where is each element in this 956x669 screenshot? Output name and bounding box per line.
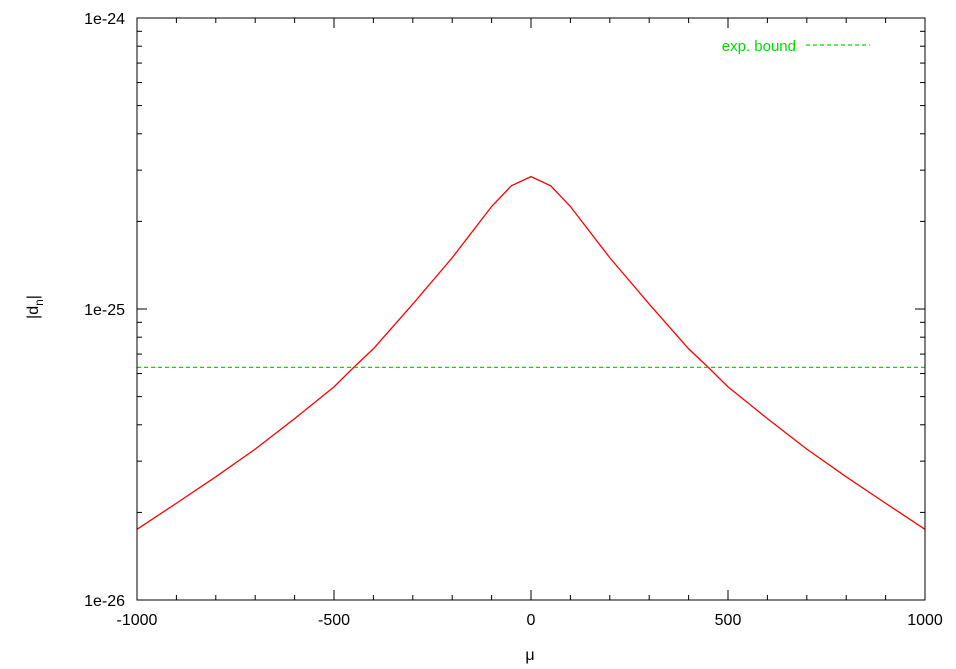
series-line-dn: [136, 175, 926, 530]
legend-label-exp-bound: exp. bound: [722, 38, 796, 55]
x-tick-label: -1000: [117, 612, 158, 629]
x-tick-label: 0: [527, 612, 536, 629]
y-tick-label: 1e-26: [84, 593, 125, 610]
x-tick-label: 1000: [907, 612, 943, 629]
x-axis-title: μ: [525, 647, 534, 664]
x-tick-label: -500: [318, 612, 350, 629]
y-axis-title-end: |: [25, 295, 42, 299]
y-axis-title: |dn|: [25, 295, 46, 319]
x-tick-label: 500: [715, 612, 742, 629]
axis-ticks: [136, 17, 926, 601]
y-tick-label: 1e-25: [84, 302, 125, 319]
tick-labels: -1000 -500 0 500 1000 1e-26 1e-25 1e-24: [84, 11, 943, 629]
series-layer: [136, 175, 926, 530]
plot-frame: [136, 17, 926, 601]
y-axis-title-sub: n: [32, 299, 46, 306]
y-axis-title-main: |d: [25, 306, 42, 319]
legend: exp. bound: [722, 38, 870, 55]
y-tick-label: 1e-24: [84, 11, 125, 28]
